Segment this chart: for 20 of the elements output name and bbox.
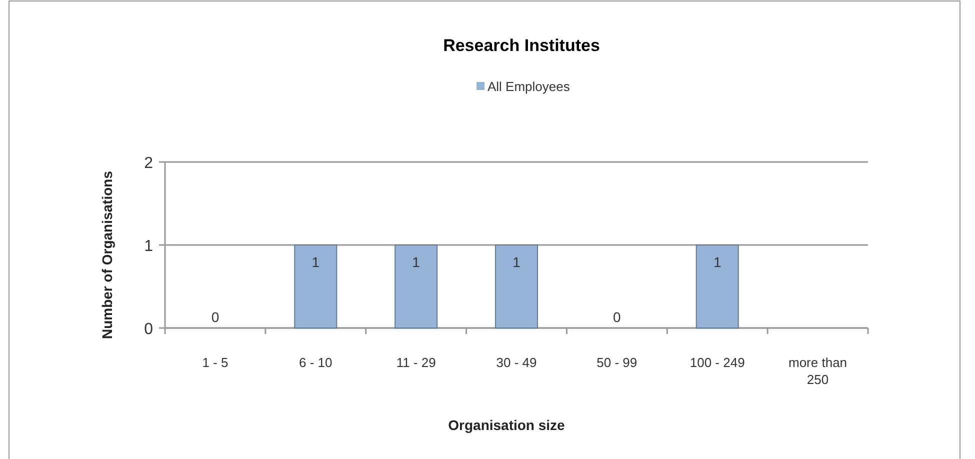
data-label: 1	[512, 254, 521, 270]
legend-label: All Employees	[488, 79, 570, 94]
x-tick-label: 50 - 99	[596, 355, 638, 370]
data-label: 0	[211, 309, 220, 325]
data-label: 0	[613, 309, 622, 325]
x-tick-label: 30 - 49	[496, 355, 537, 370]
x-tick-label: 6 - 10	[299, 355, 332, 370]
x-axis-title: Organisation size	[448, 417, 566, 433]
x-tick-label: 1 - 5	[202, 355, 228, 370]
y-tick-label: 0	[144, 321, 154, 338]
chart-title: Research Institutes	[443, 36, 600, 55]
data-label: 1	[713, 254, 722, 270]
y-tick-label: 2	[144, 155, 154, 172]
y-axis-title: Number of Organisations	[99, 170, 115, 340]
data-label: 1	[412, 254, 420, 270]
data-label: 1	[312, 254, 320, 270]
x-tick-label: more than 250	[788, 355, 848, 387]
y-tick-label: 1	[144, 238, 154, 255]
x-tick-label: 100 - 249	[690, 355, 745, 370]
x-tick-label: 11 - 29	[396, 355, 436, 370]
